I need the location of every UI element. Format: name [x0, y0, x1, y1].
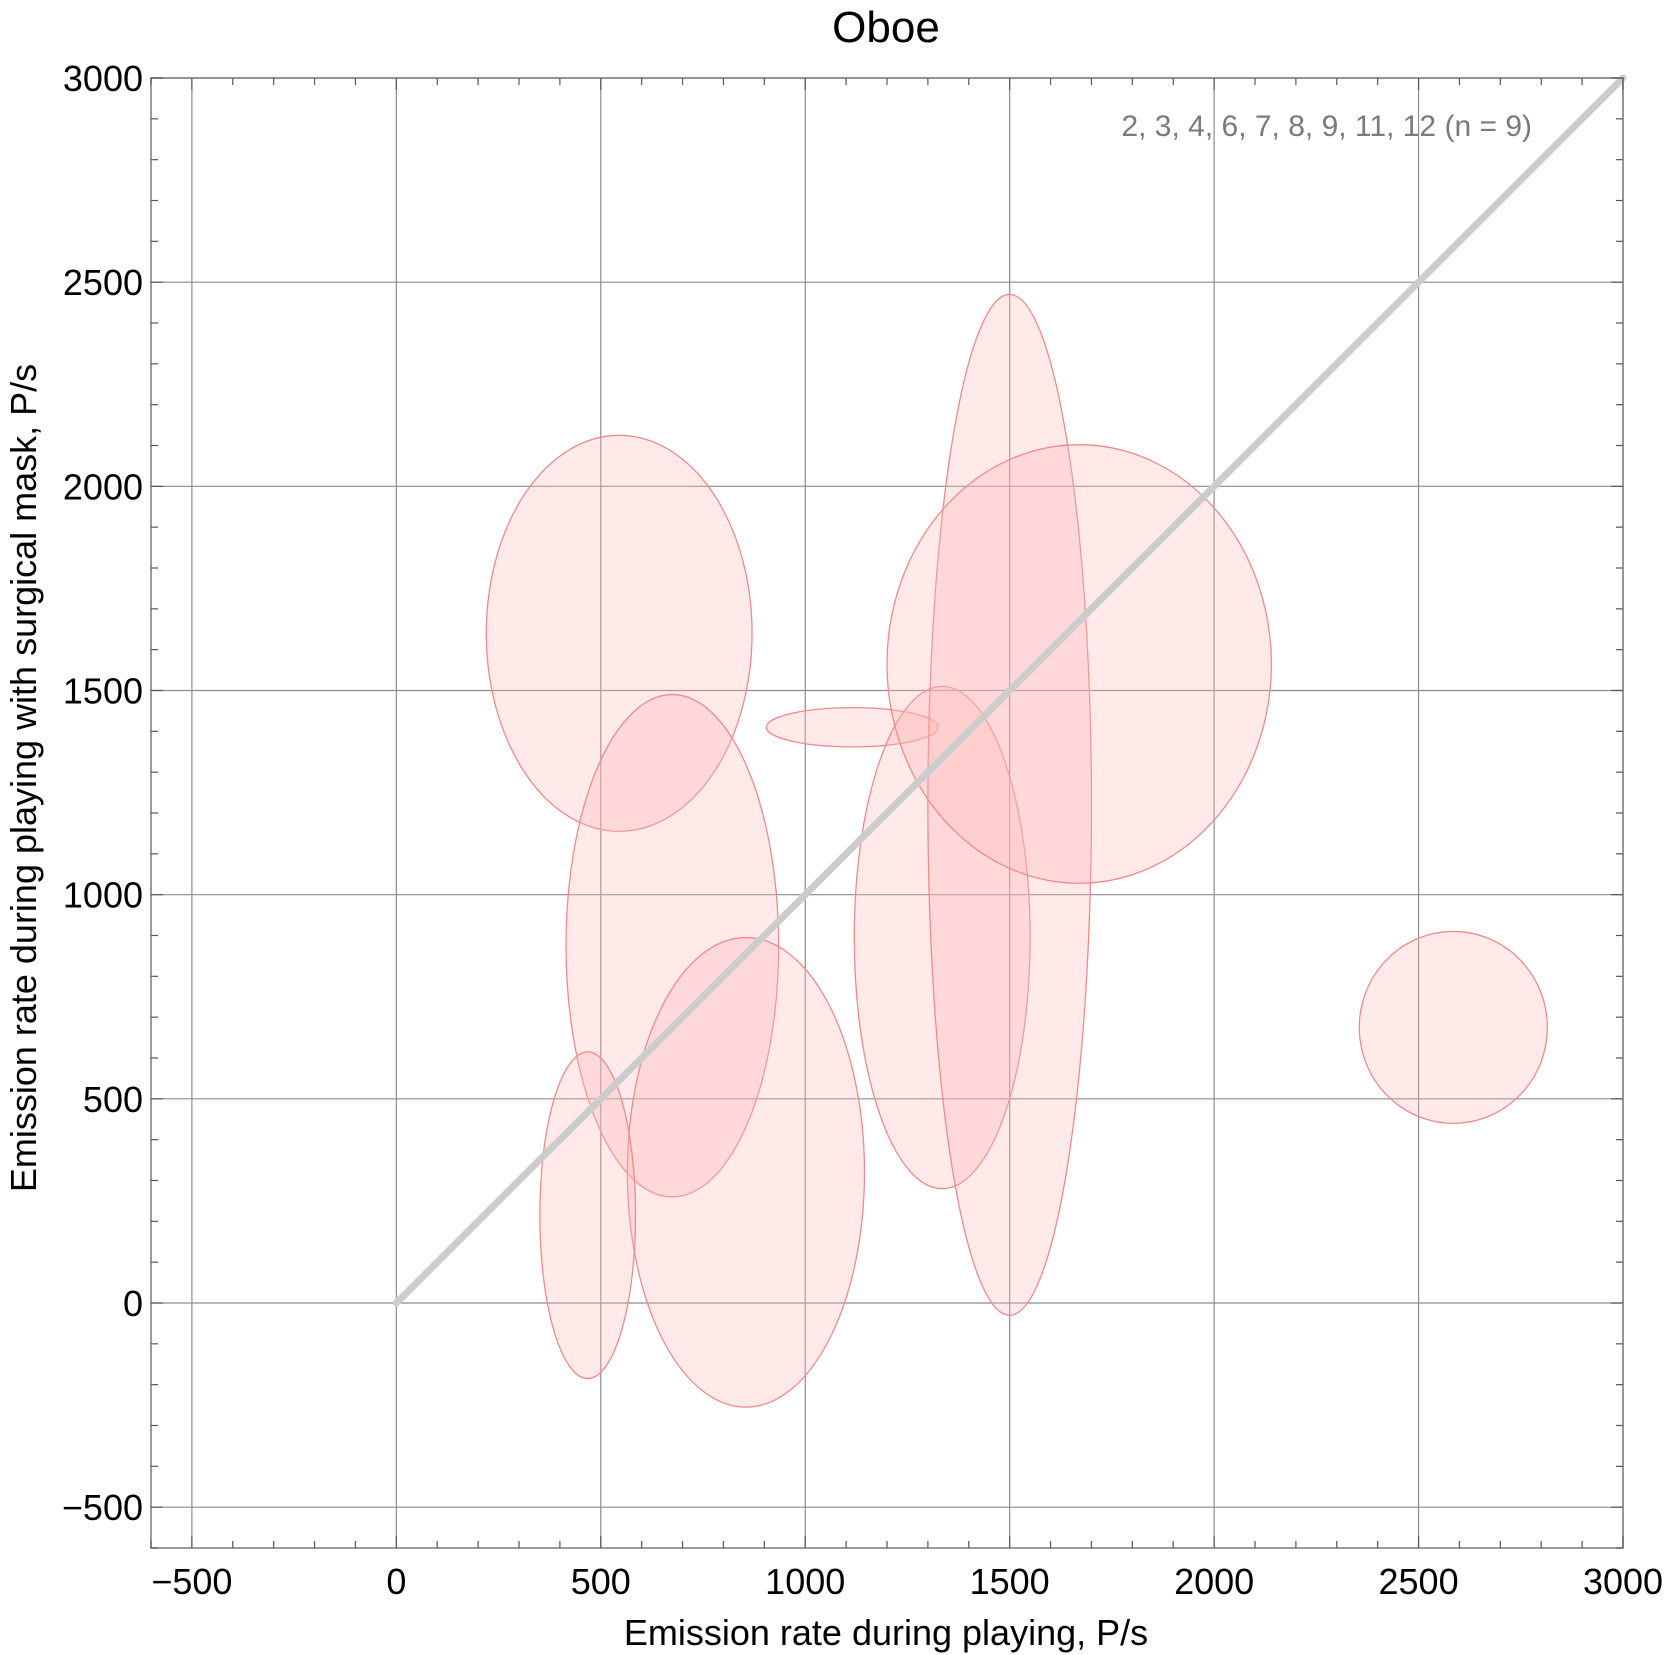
data-ellipse-4	[853, 685, 1031, 1190]
x-tick-label: 500	[571, 1561, 631, 1602]
x-axis-ticks: −500 0 500 1000 1500 2000 2500 3000	[150, 78, 1663, 1602]
data-ellipse-5	[927, 293, 1093, 1316]
x-tick-label: 0	[386, 1561, 406, 1602]
data-ellipse-3	[765, 707, 939, 748]
y-tick-label: 3000	[63, 58, 143, 99]
y-tick-label: 0	[123, 1283, 143, 1324]
subject-annotation: 2, 3, 4, 6, 7, 8, 9, 11, 12 (n = 9)	[1121, 110, 1532, 143]
chart-title: Oboe	[832, 3, 940, 52]
data-ellipse-8	[539, 1051, 637, 1380]
x-tick-label: 3000	[1583, 1561, 1663, 1602]
data-ellipse-2	[565, 693, 780, 1198]
reference-line-layer	[392, 74, 1627, 1307]
y-tick-label: 2500	[63, 262, 143, 303]
x-axis-title: Emission rate during playing, P/s	[624, 1612, 1148, 1653]
data-ellipse-9	[1358, 930, 1549, 1124]
y-axis-title: Emission rate during playing with surgic…	[3, 364, 44, 1192]
y-tick-label: 1000	[63, 875, 143, 916]
x-tick-label: −500	[151, 1561, 232, 1602]
x-tick-label: 1000	[765, 1561, 845, 1602]
ellipses-layer	[485, 293, 1549, 1408]
data-ellipse-6	[886, 444, 1273, 884]
data-ellipse-7	[626, 936, 866, 1408]
y-tick-label: 500	[83, 1079, 143, 1120]
y-axis-ticks: −500 0 500 1000 1500 2000 2500 3000	[62, 58, 1623, 1549]
data-ellipse-1	[485, 434, 753, 833]
y-tick-label: 2000	[63, 466, 143, 507]
x-tick-label: 2500	[1379, 1561, 1459, 1602]
y-tick-label: 1500	[63, 671, 143, 712]
x-tick-label: 1500	[970, 1561, 1050, 1602]
y-tick-label: −500	[62, 1487, 143, 1528]
x-tick-label: 2000	[1174, 1561, 1254, 1602]
grid-lines	[151, 77, 1624, 1548]
identity-reference-line	[392, 74, 1627, 1307]
